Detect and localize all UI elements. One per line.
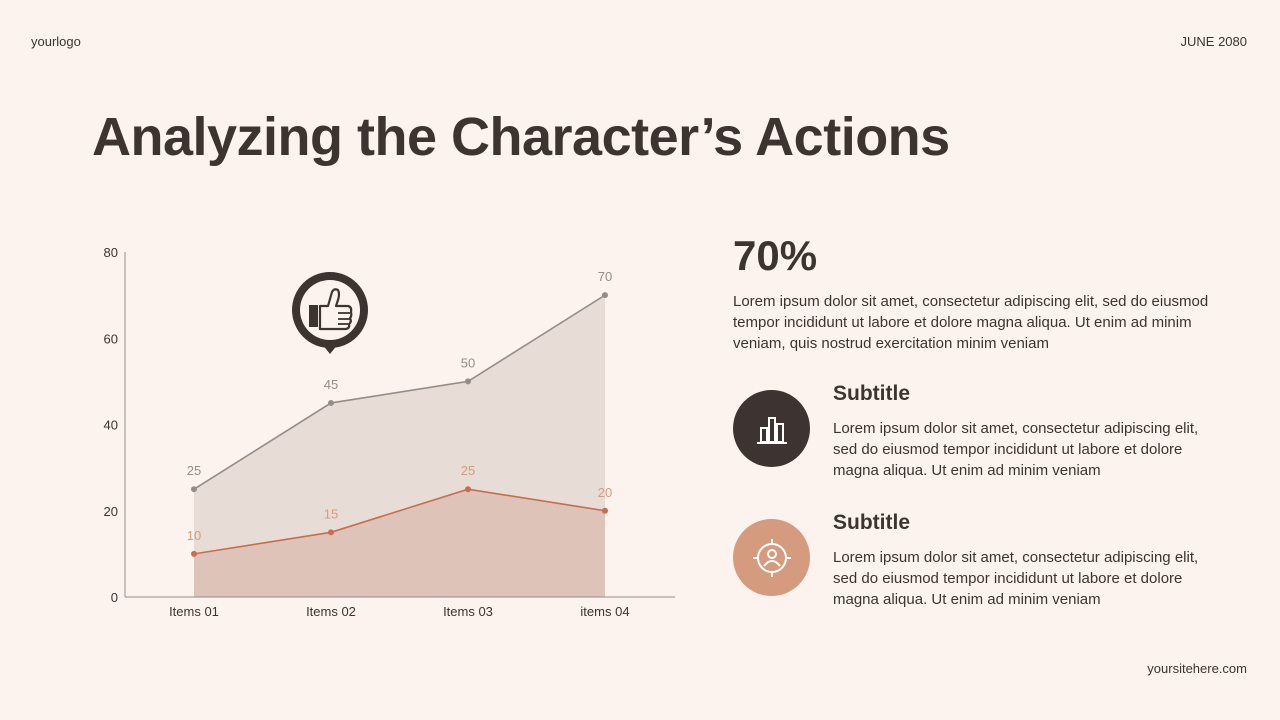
feature-subtitle: Subtitle [833, 511, 910, 534]
series-area [194, 489, 605, 597]
y-tick-label: 40 [104, 418, 118, 433]
data-label: 45 [324, 377, 338, 392]
logo: yourlogo [31, 34, 81, 49]
data-point [465, 378, 471, 385]
thumbs-up-icon [292, 272, 368, 354]
site-url: yoursitehere.com [1147, 661, 1247, 676]
feature-item: Subtitle Lorem ipsum dolor sit amet, con… [733, 511, 1213, 619]
data-point [602, 292, 608, 299]
date-label: JUNE 2080 [1180, 34, 1247, 49]
y-tick-label: 0 [111, 590, 118, 605]
data-label: 10 [187, 528, 201, 543]
data-label: 50 [461, 355, 475, 370]
page-title: Analyzing the Character’s Actions [92, 107, 950, 167]
data-point [191, 550, 197, 557]
data-label: 15 [324, 506, 338, 521]
target-person-icon [733, 519, 810, 596]
data-label: 70 [598, 269, 612, 284]
data-point [602, 507, 608, 514]
bar-chart-icon [733, 390, 810, 467]
y-tick-label: 20 [104, 504, 118, 519]
feature-description: Lorem ipsum dolor sit amet, consectetur … [833, 549, 1199, 608]
x-tick-label: Items 02 [306, 604, 356, 619]
data-point [191, 486, 197, 493]
feature-subtitle: Subtitle [833, 382, 910, 405]
data-point [328, 529, 334, 536]
x-tick-label: Items 01 [169, 604, 219, 619]
feature-description: Lorem ipsum dolor sit amet, consectetur … [833, 420, 1199, 479]
stat-description: Lorem ipsum dolor sit amet, consectetur … [733, 293, 1209, 352]
data-label: 25 [187, 463, 201, 478]
stat-value: 70% [733, 232, 818, 279]
data-point [465, 486, 471, 493]
data-label: 20 [598, 485, 612, 500]
x-tick-label: Items 03 [443, 604, 493, 619]
series-line [193, 488, 606, 555]
series-line [193, 294, 606, 490]
feature-item: Subtitle Lorem ipsum dolor sit amet, con… [733, 382, 1213, 490]
data-label: 25 [461, 463, 475, 478]
data-point [328, 399, 334, 406]
area-chart: 25 45 50 70 10 15 25 20 0 20 40 60 80 Items 01 Items 0… [104, 245, 675, 619]
x-tick-label: items 04 [580, 604, 629, 619]
y-tick-label: 80 [104, 245, 118, 260]
y-tick-label: 60 [104, 331, 118, 346]
